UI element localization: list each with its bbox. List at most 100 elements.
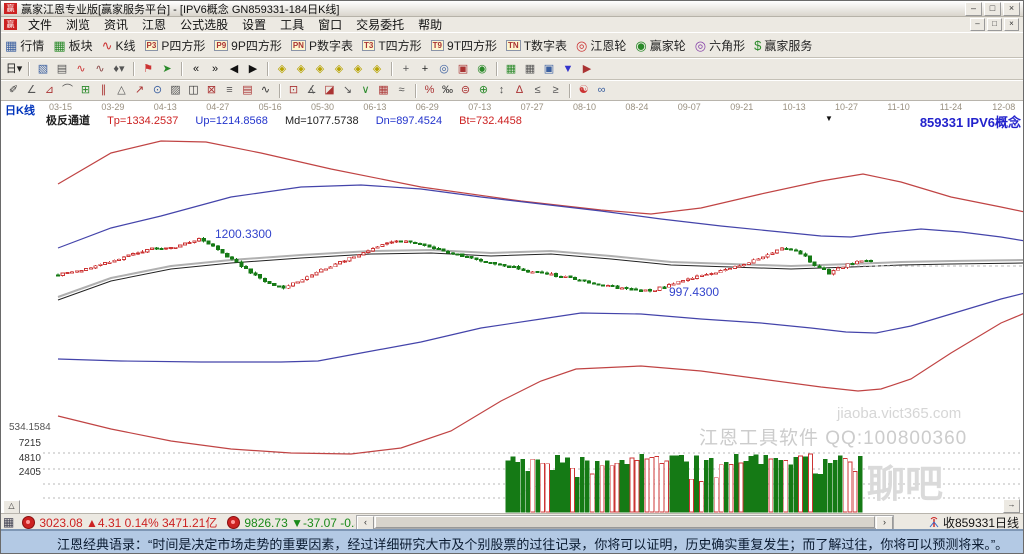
scroll-right-arrow[interactable]: ›	[876, 516, 893, 530]
last-bar-button[interactable]: »	[211, 63, 219, 75]
scroll-left-arrow[interactable]: ‹	[357, 516, 374, 530]
taiji-button[interactable]: ☯	[578, 84, 589, 96]
shade-tool[interactable]: ▨	[170, 84, 181, 96]
first-bar-button[interactable]: «	[192, 63, 200, 75]
gann-wheel-button[interactable]: ◎ 江恩轮	[576, 37, 626, 54]
check-tool[interactable]: ∨	[361, 84, 370, 96]
box-tool[interactable]: ◫	[188, 84, 199, 96]
gann-diamond-5[interactable]: ◈	[353, 63, 363, 75]
gann-diamond-2[interactable]: ◈	[296, 63, 306, 75]
t-square-button[interactable]: T3 T四方形	[361, 37, 422, 54]
zoom-tool[interactable]: ◎	[439, 63, 449, 75]
menu-item[interactable]: 交易委托	[356, 18, 405, 32]
measure-box-tool[interactable]: ⊡	[288, 84, 299, 96]
horizontal-scrollbar[interactable]: ‹ ›	[356, 515, 894, 530]
child-restore-button[interactable]: □	[987, 18, 1002, 31]
notes-button[interactable]: ▣	[543, 63, 555, 75]
p-square-button[interactable]: P3 P四方形	[144, 37, 205, 54]
sectors-button[interactable]: ▦ 板块	[53, 37, 92, 54]
wave-tool[interactable]: ∿	[260, 84, 271, 96]
child-close-button[interactable]: ×	[1004, 18, 1019, 31]
draw-line-tool[interactable]: ✐	[8, 84, 19, 96]
maximize-button[interactable]: □	[984, 2, 1001, 16]
percent-tool[interactable]: %	[424, 84, 435, 96]
gann-diamond-6[interactable]: ◈	[372, 63, 382, 75]
kline-button[interactable]: ∿ K线	[102, 37, 136, 54]
flag-tool[interactable]: ⚑	[143, 63, 153, 75]
levels-tool[interactable]: ≡	[226, 84, 233, 96]
playback-tool[interactable]: ➤	[162, 63, 172, 75]
bar-chart-icon[interactable]: ∿	[95, 63, 105, 75]
gann-triangle-tool[interactable]: ⊿	[44, 84, 55, 96]
next-bar-button[interactable]: ▶	[248, 63, 258, 75]
close-series-label[interactable]: 收859331日线	[942, 515, 1019, 530]
save-button[interactable]: ▼	[562, 63, 574, 75]
sz-index-quote[interactable]: 9826.73 ▼-37.07 -0.38% 4648.11亿	[244, 515, 355, 530]
range-tool[interactable]: ↕	[498, 84, 505, 96]
volume-collapse-button[interactable]: △	[3, 500, 20, 514]
chart-grid-icon[interactable]: ▧	[37, 63, 49, 75]
overlay-tool[interactable]: ⊕	[478, 84, 489, 96]
gann-diamond-3[interactable]: ◈	[315, 63, 325, 75]
bands-tool[interactable]: ▤	[242, 84, 253, 96]
close-button[interactable]: ×	[1003, 2, 1020, 16]
arc-tool[interactable]: ⌒	[62, 84, 73, 96]
gann-diamond-1[interactable]: ◈	[277, 63, 287, 75]
permille-tool[interactable]: ‰	[442, 84, 453, 96]
quotes-button[interactable]: ▦ 行情	[5, 37, 44, 54]
gann-grid-tool[interactable]: ⊞	[80, 84, 91, 96]
calculator-button[interactable]: ▦	[524, 63, 536, 75]
less-tool[interactable]: ≤	[534, 84, 541, 96]
target-tool[interactable]: ◉	[477, 63, 487, 75]
style-dropdown[interactable]: ♦▾	[113, 63, 125, 75]
nine-p-square-button[interactable]: P9 9P四方形	[214, 37, 282, 54]
nine-t-square-button[interactable]: T9 9T四方形	[430, 37, 497, 54]
symbol-label: 859331 IPV6概念	[919, 115, 1021, 130]
angle-measure-tool[interactable]: ∡	[306, 84, 317, 96]
menu-item[interactable]: 江恩	[142, 18, 167, 32]
winner-service-button[interactable]: $ 赢家服务	[754, 37, 812, 54]
triangle-tool[interactable]: △	[117, 84, 126, 96]
delta-tool[interactable]: ∆	[516, 84, 523, 96]
volume-expand-button[interactable]: →	[1003, 499, 1020, 513]
menu-item[interactable]: 资讯	[104, 18, 129, 32]
grid-icon[interactable]: ▦	[3, 515, 15, 529]
infinity-button[interactable]: ∞	[597, 84, 606, 96]
menu-item[interactable]: 窗口	[318, 18, 343, 32]
marker-tool[interactable]: ▣	[457, 63, 469, 75]
hexagon-button[interactable]: ◎ 六角形	[695, 37, 745, 54]
sh-index-quote[interactable]: 3023.08 ▲4.31 0.14% 3471.21亿	[39, 515, 218, 530]
minimize-button[interactable]: –	[965, 2, 982, 16]
menu-item[interactable]: 文件	[28, 18, 53, 32]
menu-item[interactable]: 工具	[280, 18, 305, 32]
menu-item[interactable]: 帮助	[418, 18, 443, 32]
winner-wheel-button[interactable]: ◉ 赢家轮	[635, 37, 685, 54]
gann-diamond-4[interactable]: ◈	[334, 63, 344, 75]
menu-item[interactable]: 公式选股	[180, 18, 229, 32]
prev-bar-button[interactable]: ◀	[229, 63, 239, 75]
trend-arrow-tool[interactable]: ↗	[134, 84, 145, 96]
wave2-tool[interactable]: ≈	[398, 84, 405, 96]
p-number-table-button[interactable]: PN P数字表	[290, 37, 353, 54]
grid2-tool[interactable]: ▦	[378, 84, 389, 96]
export-button[interactable]: ▶	[582, 63, 592, 75]
period-selector[interactable]: 日▾	[5, 63, 23, 75]
fill-tool[interactable]: ◪	[324, 84, 335, 96]
gann-angle-tool[interactable]: ∠	[26, 84, 37, 96]
child-minimize-button[interactable]: –	[970, 18, 985, 31]
menu-item[interactable]: 设置	[242, 18, 267, 32]
menu-item[interactable]: 浏览	[66, 18, 91, 32]
circle-tool[interactable]: ⊙	[152, 84, 163, 96]
greater-tool[interactable]: ≥	[552, 84, 559, 96]
list-view-icon[interactable]: ▤	[56, 63, 68, 75]
cross-box-tool[interactable]: ⊠	[206, 84, 217, 96]
ratio-tool[interactable]: ⊜	[460, 84, 471, 96]
down-arrow-tool[interactable]: ↘	[342, 84, 353, 96]
line-chart-icon[interactable]: ∿	[76, 63, 86, 75]
scroll-thumb[interactable]	[375, 516, 875, 528]
crosshair-tool[interactable]: +	[421, 63, 429, 75]
hand-tool[interactable]: +	[402, 63, 410, 75]
parallel-lines-tool[interactable]: ∥	[100, 84, 107, 96]
calendar-button[interactable]: ▦	[505, 63, 517, 75]
t-number-table-button[interactable]: TN T数字表	[506, 37, 567, 54]
